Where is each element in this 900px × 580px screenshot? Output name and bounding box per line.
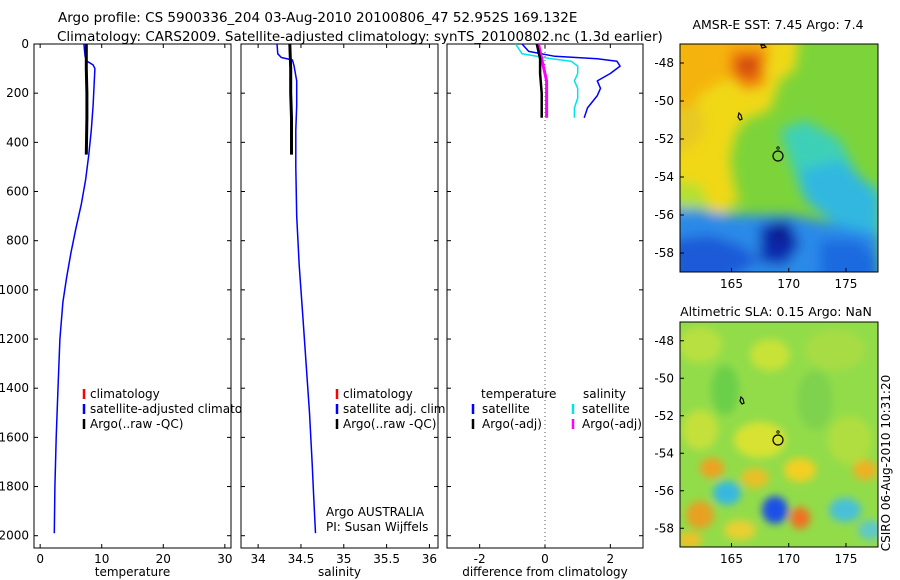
map-lat-label: -48 <box>654 334 674 348</box>
legend-label: Argo(-adj) <box>582 417 642 431</box>
sla-map-panel: Altimetric SLA: 0.15 Argo: NaN <box>654 304 879 566</box>
legend-label: Argo(..raw -QC) <box>90 417 183 431</box>
legend-header-temperature: temperature <box>481 387 556 401</box>
map-lat-label: -58 <box>654 246 674 260</box>
difference-legend: temperature salinitysatelliteArgo(-adj)sa… <box>471 387 642 431</box>
map-lat-label: -54 <box>654 446 674 460</box>
sst-coastline-island <box>737 44 768 121</box>
figure-title-line2: Climatology: CARS2009. Satellite-adjuste… <box>57 29 663 45</box>
temperature-xtick-label: 30 <box>217 552 232 566</box>
sla-map-frame <box>679 321 879 548</box>
map-lon-label: 175 <box>835 277 858 291</box>
legend-label: satellite <box>482 402 530 416</box>
difference-xlabel: difference from climatology <box>462 565 628 579</box>
map-lat-label: -52 <box>654 132 674 146</box>
sst-argo-marker <box>772 146 784 162</box>
legend-label: satellite-adjusted climatology <box>90 402 268 416</box>
map-lat-label: -48 <box>654 56 674 70</box>
difference-series-argo_temp <box>535 44 543 118</box>
temperature-xtick-label: 20 <box>156 552 171 566</box>
legend-label: Argo(..raw -QC) <box>343 417 436 431</box>
map-lon-label: 170 <box>777 552 800 566</box>
map-lat-label: -56 <box>654 484 674 498</box>
temperature-xlabel: temperature <box>95 565 170 579</box>
legend-label: satellite <box>582 402 630 416</box>
salinity-xtick-label: 34 <box>250 552 265 566</box>
difference-series-argo_sal <box>537 44 549 118</box>
depth-tick-label: 1400 <box>0 381 29 395</box>
difference-xtick-label: -2 <box>474 552 486 566</box>
depth-tick-label: 2000 <box>0 529 29 543</box>
depth-tick-label: 800 <box>6 234 29 248</box>
legend-label: satellite adj. clim. <box>343 402 449 416</box>
salinity-xtick-label: 35 <box>336 552 351 566</box>
temperature-profile-chart: 0 200 400 600 800 1000 1200 1400 1600 1800 2000 0 10… <box>0 37 268 579</box>
depth-tick-label: 600 <box>6 185 29 199</box>
temperature-series-argo <box>84 44 89 155</box>
legend-label: climatology <box>90 387 160 401</box>
legend-label: Argo(-adj) <box>482 417 542 431</box>
map-lon-label: 165 <box>720 277 743 291</box>
temperature-xtick-label: 0 <box>36 552 44 566</box>
depth-tick-label: 1200 <box>0 332 29 346</box>
salinity-xtick-label: 35.5 <box>373 552 400 566</box>
sst-map-frame <box>679 43 879 273</box>
map-lon-label: 170 <box>777 277 800 291</box>
depth-tick-label: 1800 <box>0 480 29 494</box>
sla-coastline-island <box>739 395 745 405</box>
salinity-xtick-label: 36 <box>422 552 437 566</box>
sst-map-title: AMSR-E SST: 7.45 Argo: 7.4 <box>692 17 863 32</box>
sst-map-panel: AMSR-E SST: 7.45 Argo: 7.4 <box>654 17 879 291</box>
owner-annotation: Argo AUSTRALIA <box>326 505 425 519</box>
difference-xtick-label: 2 <box>607 552 615 566</box>
map-lat-label: -52 <box>654 409 674 423</box>
salinity-xtick-label: 34.5 <box>288 552 315 566</box>
salinity-profile-chart: 34 34.5 35 35.5 36 salinity climatologysatelli… <box>240 43 449 579</box>
depth-tick-label: 400 <box>6 135 29 149</box>
salinity-plot-frame <box>240 43 439 549</box>
owner-annotation: PI: Susan Wijffels <box>326 520 428 534</box>
map-lat-label: -58 <box>654 521 674 535</box>
sla-map-title: Altimetric SLA: 0.15 Argo: NaN <box>680 304 872 319</box>
map-lat-label: -54 <box>654 170 674 184</box>
temperature-xtick-label: 10 <box>94 552 109 566</box>
sla-map-axes: 165 170 175 -48 -50 -52 -54 -56 -58 <box>654 334 857 566</box>
map-lon-label: 175 <box>835 552 858 566</box>
difference-xtick-label: 0 <box>541 552 549 566</box>
map-lat-label: -50 <box>654 371 674 385</box>
sst-map-axes: 165 170 175 -48 -50 -52 -54 -56 -58 <box>654 56 857 291</box>
depth-tick-label: 1600 <box>0 430 29 444</box>
sla-argo-marker <box>772 430 784 446</box>
sst-heatmap <box>680 44 878 272</box>
temperature-plot-frame <box>33 43 232 549</box>
salinity-xlabel: salinity <box>318 565 361 579</box>
depth-tick-label: 0 <box>21 37 29 51</box>
salinity-series-satellite <box>276 44 317 534</box>
figure-title-line1: Argo profile: CS 5900336_204 03-Aug-2010… <box>58 10 577 26</box>
legend-label: climatology <box>343 387 413 401</box>
map-lat-label: -50 <box>654 94 674 108</box>
depth-tick-label: 200 <box>6 86 29 100</box>
legend-header-salinity: salinity <box>583 387 626 401</box>
salinity-series-argo <box>288 44 293 155</box>
depth-tick-label: 1000 <box>0 283 29 297</box>
temperature-series-satellite <box>53 44 96 534</box>
map-lat-label: -56 <box>654 208 674 222</box>
difference-series-sat_temp <box>521 44 621 119</box>
side-timestamp-label: CSIRO 06-Aug-2010 10:31:20 <box>879 375 893 551</box>
map-lon-label: 165 <box>720 552 743 566</box>
